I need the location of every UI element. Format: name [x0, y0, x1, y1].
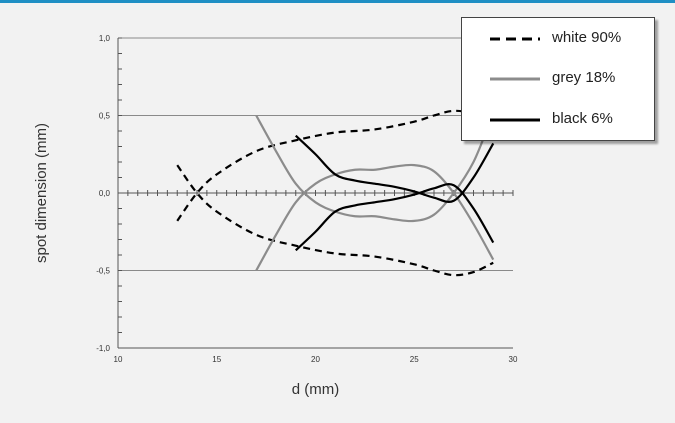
series-2-curve-1 [294, 183, 495, 252]
legend-label-grey: grey 18% [552, 69, 616, 86]
legend-item-grey: grey 18% [462, 65, 654, 93]
x-tick-label: 25 [410, 355, 419, 364]
series-1-curve-0 [255, 114, 491, 223]
legend-item-black: black 6% [462, 106, 654, 134]
x-tick-label: 10 [114, 355, 123, 364]
legend-item-white: white 90% [462, 25, 654, 53]
legend-label-white: white 90% [552, 29, 622, 46]
x-axis-label: d (mm) [292, 381, 340, 398]
legend-label-black: black 6% [552, 110, 613, 127]
series-lines [176, 109, 495, 277]
legend: white 90% grey 18% black 6% [461, 17, 655, 141]
y-tick-label: -1,0 [96, 344, 110, 353]
y-tick-label: 1,0 [99, 34, 111, 43]
series-0-curve-0 [176, 164, 494, 277]
legend-swatch-white [490, 37, 540, 41]
series-0-curve-1 [176, 109, 494, 222]
y-tick-label: -0,5 [96, 267, 110, 276]
tick-labels: 1,0 0,5 0,0 -0,5 -1,0 10 15 20 25 30 [96, 34, 518, 364]
y-tick-label: 0,5 [99, 112, 111, 121]
x-tick-label: 30 [509, 355, 518, 364]
x-tick-label: 20 [311, 355, 320, 364]
y-axis-label: spot dimension (mm) [33, 123, 50, 263]
series-2-curve-0 [294, 134, 495, 203]
legend-swatch-black [490, 118, 540, 122]
legend-swatch-grey [490, 77, 540, 81]
axes [117, 37, 514, 349]
series-1-curve-1 [255, 163, 495, 272]
top-accent-bar [0, 0, 675, 3]
x-tick-label: 15 [212, 355, 221, 364]
y-tick-label: 0,0 [99, 189, 111, 198]
